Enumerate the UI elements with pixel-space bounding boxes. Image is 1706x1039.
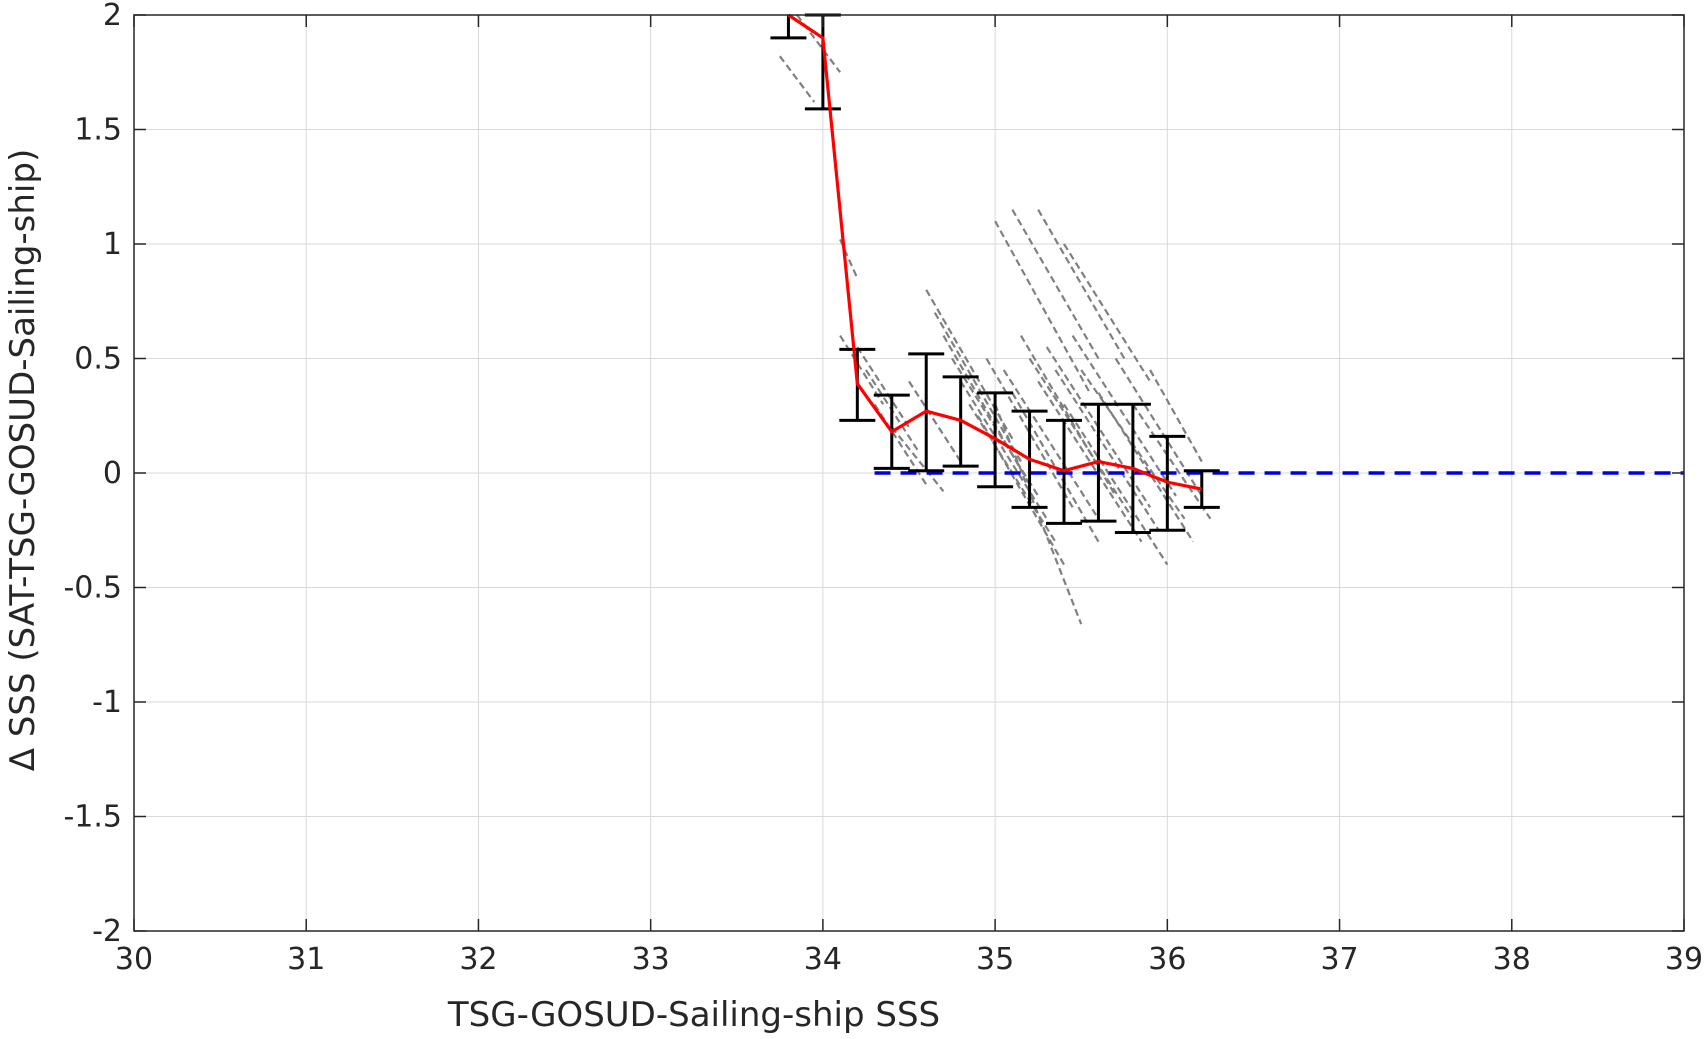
x-tick-label: 31	[287, 942, 325, 977]
x-tick-label: 39	[1665, 942, 1703, 977]
scatter-point	[1037, 380, 1143, 543]
x-tick-label: 32	[459, 942, 497, 977]
scatter-point	[942, 335, 1031, 486]
y-tick-label: -0.5	[63, 571, 122, 606]
y-tick-labels: -2 -1.5 -1 -0.5 0 0.5 1 1.5 2	[63, 0, 122, 949]
y-tick-label: -1.5	[63, 800, 122, 835]
scatter-point	[1011, 392, 1100, 543]
scatter-point	[1063, 243, 1152, 382]
scatter-point	[994, 403, 1083, 625]
y-tick-label: 0.5	[74, 342, 122, 377]
mean-line	[787, 13, 1203, 491]
scatter-point	[1037, 209, 1126, 360]
scatter-point	[976, 415, 1065, 566]
scatter-point	[839, 238, 859, 279]
x-axis-label: TSG-GOSUD-Sailing-ship SSS	[447, 995, 940, 1035]
scatter-point	[1149, 369, 1203, 463]
scatter-point	[1002, 369, 1100, 520]
y-tick-label: 1.5	[74, 113, 122, 148]
scatter-point	[1011, 209, 1100, 360]
y-tick-label: -1	[92, 685, 122, 720]
x-tick-labels: 30 31 32 33 34 35 36 37 38 39	[115, 942, 1703, 977]
x-tick-label: 34	[804, 942, 842, 977]
scatter-point	[890, 426, 945, 493]
axes-frame	[133, 14, 1685, 932]
error-bars	[770, 13, 1220, 535]
x-tick-label: 38	[1493, 942, 1531, 977]
scatter-point	[1054, 369, 1160, 531]
y-tick-label: 1	[103, 227, 122, 262]
scatter-point	[778, 55, 816, 103]
scatter-point	[1071, 335, 1177, 497]
x-tick-label: 35	[976, 942, 1014, 977]
scatter-point	[1131, 403, 1212, 520]
scatter-point	[908, 380, 962, 463]
x-tick-label: 36	[1148, 942, 1186, 977]
scatter-point	[925, 289, 1014, 440]
x-tick-label: 33	[632, 942, 670, 977]
x-tick-label: 30	[115, 942, 153, 977]
y-tick-label: 2	[103, 0, 122, 33]
scatter-point	[985, 357, 1074, 508]
scatter-point	[1097, 392, 1195, 543]
y-tick-label: -2	[92, 914, 122, 949]
scatter-point	[933, 312, 1022, 463]
scatter-point	[1063, 403, 1169, 566]
scatter-point	[839, 335, 885, 405]
scatter-point	[1028, 357, 1134, 520]
y-axis-label: Δ SSS (SAT-TSG-GOSUD-Sailing-ship)	[3, 149, 43, 771]
scatter-point	[856, 346, 910, 428]
x-tick-label: 37	[1320, 942, 1358, 977]
scatter-point	[959, 380, 1048, 520]
binned-mean-line	[787, 13, 1203, 491]
error-bar	[770, 15, 807, 40]
y-tick-label: 0	[103, 456, 122, 491]
